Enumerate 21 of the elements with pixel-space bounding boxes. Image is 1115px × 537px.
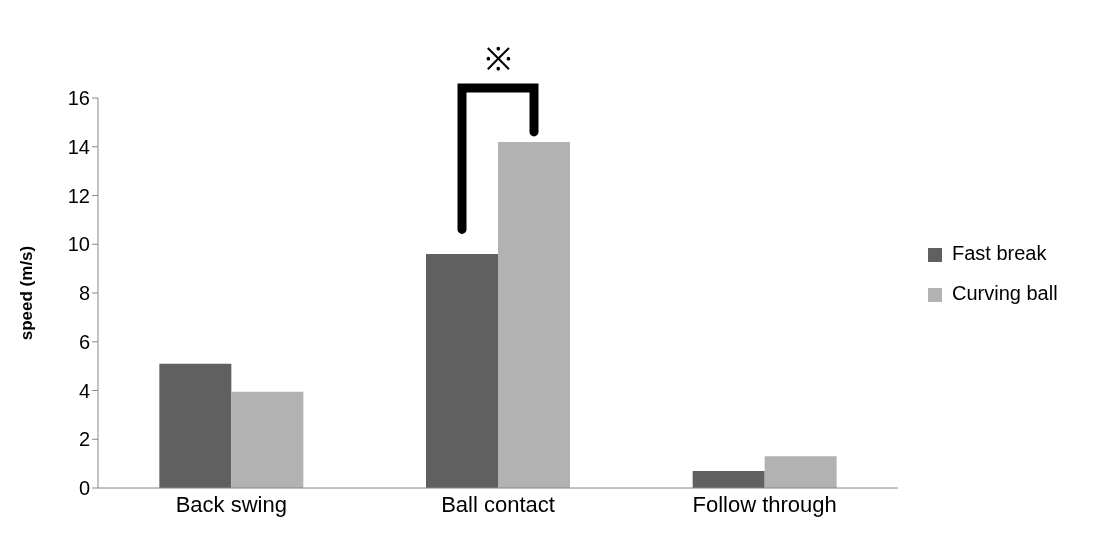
y-tick-label: 4 bbox=[78, 379, 90, 402]
x-tick-label: Ball contact bbox=[441, 491, 555, 517]
y-tick-label: 16 bbox=[67, 87, 90, 110]
legend-label: Fast break bbox=[952, 242, 1047, 264]
x-tick-label: Follow through bbox=[692, 491, 837, 517]
x-tick-label: Back swing bbox=[175, 491, 287, 517]
y-tick-label: 6 bbox=[78, 330, 90, 353]
text: ※ bbox=[483, 40, 513, 80]
y-tick-label: 14 bbox=[67, 135, 90, 158]
legend-label: Curving ball bbox=[952, 282, 1058, 304]
bar bbox=[692, 470, 765, 488]
bar bbox=[426, 254, 498, 488]
y-tick-label: 10 bbox=[67, 233, 90, 256]
y-tick-label: 0 bbox=[78, 477, 90, 500]
y-axis-title: speed (m/s) bbox=[17, 245, 37, 341]
bar bbox=[764, 456, 837, 488]
y-tick-label: 12 bbox=[67, 184, 90, 207]
bar bbox=[231, 391, 304, 488]
bar bbox=[159, 363, 232, 488]
y-tick-label: 8 bbox=[78, 282, 90, 305]
y-tick-label: 2 bbox=[78, 428, 90, 451]
